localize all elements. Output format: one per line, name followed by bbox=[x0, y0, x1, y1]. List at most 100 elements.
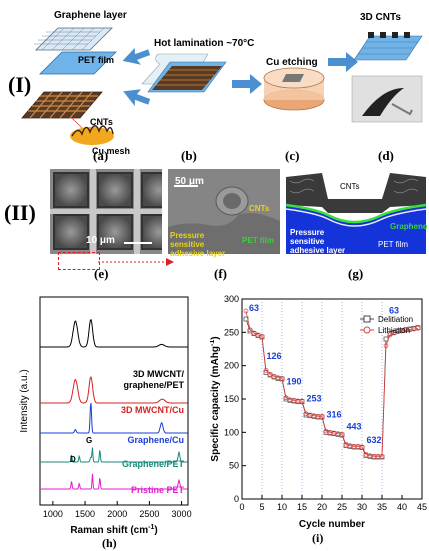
cap-xtick-label: 40 bbox=[397, 502, 407, 512]
cap-point-lith bbox=[279, 375, 285, 381]
laminated-stack-icon bbox=[141, 53, 227, 93]
raman-xtick-label: 3000 bbox=[172, 509, 192, 519]
schematic-g bbox=[286, 169, 426, 254]
raman-xtick-label: 1000 bbox=[43, 509, 63, 519]
cap-ytick-label: 250 bbox=[224, 327, 239, 337]
cnt-3d-film-icon bbox=[353, 32, 423, 61]
raman-peak-d: D bbox=[70, 455, 76, 464]
panel-e-label: (e) bbox=[94, 266, 109, 281]
panel-d-label: (d) bbox=[378, 148, 394, 163]
cap-point-lith bbox=[387, 332, 393, 338]
cap-point-lith bbox=[247, 327, 253, 333]
raman-series-label-1: 3D MWCNT/Cu bbox=[121, 405, 184, 415]
cap-rate-label: 632 bbox=[366, 435, 381, 445]
graphene-sheet-icon bbox=[34, 27, 113, 51]
cap-series-line-0 bbox=[245, 318, 419, 458]
raman-series-label-0b: graphene/PET bbox=[123, 380, 184, 390]
panel-a-label: (a) bbox=[93, 148, 109, 163]
section-ii-label: (II) bbox=[4, 200, 36, 225]
cap-point-lith bbox=[359, 444, 365, 450]
g-cnts-label: CNTs bbox=[340, 182, 360, 191]
arrow-c-d-icon bbox=[328, 52, 358, 72]
panel-h-label: (h) bbox=[102, 536, 117, 550]
arrow-b-c-icon bbox=[232, 74, 262, 94]
f-cnts-label: CNTs bbox=[249, 204, 270, 213]
raman-plot-frame bbox=[39, 296, 189, 506]
cap-point-lith bbox=[343, 441, 349, 447]
cap-xtick-label: 30 bbox=[357, 502, 367, 512]
cap-xtick-label: 45 bbox=[417, 502, 427, 512]
cap-point-lith bbox=[415, 325, 421, 331]
raman-series-line-1 bbox=[40, 376, 188, 404]
raman-xtick-label: 2000 bbox=[107, 509, 127, 519]
sem-image-e bbox=[50, 169, 162, 254]
cap-point-lith bbox=[363, 451, 369, 457]
zoom-box-e bbox=[58, 252, 100, 270]
cap-legend: Delitiation Lithiation bbox=[360, 315, 413, 335]
cap-ytick-label: 0 bbox=[234, 494, 239, 504]
cap-point-lith bbox=[379, 453, 385, 459]
cap-xtick-label: 25 bbox=[337, 502, 347, 512]
cap-point-lith bbox=[319, 413, 325, 419]
scale-bar-f-label: 50 μm bbox=[175, 176, 204, 187]
panel-g-label: (g) bbox=[348, 266, 364, 281]
cap-xtick-label: 5 bbox=[259, 502, 264, 512]
panel-f-label: (f) bbox=[214, 266, 227, 281]
raman-chart: 1000 1500 2000 2500 3000 Intensity (a.u.) Ra… bbox=[19, 296, 192, 536]
pet-film-icon bbox=[39, 51, 117, 75]
legend-lithiation: Lithiation bbox=[378, 326, 410, 335]
g-pet-label: PET film bbox=[378, 240, 409, 249]
cap-rate-label: 63 bbox=[249, 303, 259, 313]
cu-mesh-label: Cu mesh bbox=[92, 146, 131, 156]
arrow-a-b2-icon bbox=[123, 89, 151, 107]
raman-xtick-label: 1500 bbox=[75, 509, 95, 519]
cap-point-lith bbox=[263, 367, 269, 373]
cap-point-lith bbox=[339, 431, 345, 437]
cap-point-lith bbox=[299, 398, 305, 404]
cap-xtick-label: 35 bbox=[377, 502, 387, 512]
g-psa-label: Pressure sensitive adhesive layer bbox=[290, 228, 346, 255]
section-i-illustration bbox=[21, 27, 423, 145]
raman-series-line-0 bbox=[40, 318, 188, 348]
cap-point-lith bbox=[271, 373, 277, 379]
panel-i-label: (i) bbox=[312, 531, 324, 545]
legend-delitiation: Delitiation bbox=[378, 315, 413, 324]
sem-image-f bbox=[168, 169, 280, 254]
cap-ytick-label: 300 bbox=[224, 294, 239, 304]
raman-ylabel: Intensity (a.u.) bbox=[19, 369, 30, 432]
raman-series-line-4 bbox=[40, 473, 188, 490]
cap-point-lith bbox=[391, 330, 397, 336]
cap-point-lith bbox=[255, 332, 261, 338]
cap-point-delith bbox=[383, 336, 389, 342]
etching-dish-icon bbox=[263, 67, 325, 111]
cap-point-lith bbox=[383, 343, 389, 349]
pet-film-label: PET film bbox=[78, 55, 115, 65]
cu-mesh-icon bbox=[21, 91, 103, 119]
cap-point-lith bbox=[243, 308, 249, 314]
scale-bar-e-label: 10 μm bbox=[86, 235, 115, 246]
cnts-3d-label: 3D CNTs bbox=[360, 12, 401, 23]
cap-point-lith bbox=[283, 395, 289, 401]
cap-ytick-label: 200 bbox=[224, 361, 239, 371]
cap-rate-label: 190 bbox=[286, 376, 301, 386]
cnt-zoom-icon bbox=[70, 117, 114, 145]
raman-xlabel: Raman shift (cm-1) bbox=[70, 524, 157, 536]
cap-xtick-label: 15 bbox=[297, 502, 307, 512]
panel-c-label: (c) bbox=[285, 148, 300, 163]
flexible-film-photo bbox=[351, 75, 423, 123]
cap-ytick-label: 50 bbox=[229, 461, 239, 471]
raman-xtick-label: 2500 bbox=[139, 509, 159, 519]
cap-rate-label: 316 bbox=[326, 410, 341, 420]
cap-ytick-label: 150 bbox=[224, 394, 239, 404]
raman-series-line-2 bbox=[40, 402, 188, 434]
cap-point-lith bbox=[323, 428, 329, 434]
cap-xtick-label: 0 bbox=[239, 502, 244, 512]
f-pet-label: PET film bbox=[242, 236, 275, 245]
cap-ylabel: Specific capacity (mAhg-1) bbox=[210, 336, 221, 461]
cap-ytick-label: 100 bbox=[224, 427, 239, 437]
f-psa-label: Pressure sensitive adhesive layer bbox=[170, 231, 226, 258]
cap-point-lith bbox=[303, 411, 309, 417]
raman-series-label-4: Pristine PET bbox=[131, 485, 185, 495]
hot-lamination-label: Hot lamination ~70°C bbox=[154, 38, 255, 49]
zoom-arrow-icon bbox=[98, 258, 174, 266]
